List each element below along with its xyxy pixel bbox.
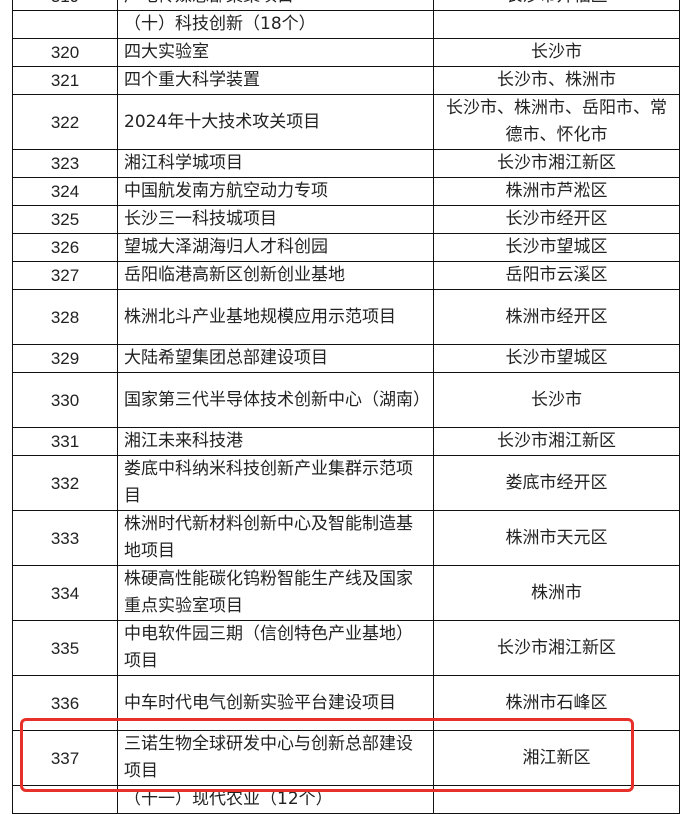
row-number: 326 [12, 233, 118, 262]
table-row: 323 湘江科学城项目 长沙市湘江新区 [12, 149, 680, 178]
project-name: 四个重大科学装置 [117, 66, 434, 95]
project-location: 长沙市开福区 [433, 0, 680, 11]
table-row: 330 国家第三代半导体技术创新中心（湖南） 长沙市 [12, 372, 680, 428]
section-title: （十）科技创新（18个） [117, 10, 434, 39]
table-row: 329 大陆希望集团总部建设项目 长沙市望城区 [12, 344, 680, 373]
project-location: 株洲市 [433, 565, 680, 621]
project-name: 国家第三代半导体技术创新中心（湖南） [117, 372, 434, 428]
row-number: 324 [12, 177, 118, 206]
table-row: 331 湘江未来科技港 长沙市湘江新区 [12, 427, 680, 456]
row-number: 321 [12, 66, 118, 95]
project-location: 长沙市、株洲市、岳阳市、常德市、怀化市 [433, 94, 680, 150]
project-location: 岳阳市云溪区 [433, 261, 680, 290]
table-row: 337 三诺生物全球研发中心与创新总部建设项目 湘江新区 [12, 730, 680, 786]
table-row: 332 娄底中科纳米科技创新产业集群示范项目 娄底市经开区 [12, 455, 680, 511]
row-number: 328 [12, 289, 118, 345]
project-location: 株洲市经开区 [433, 289, 680, 345]
table-row: 321 四个重大科学装置 长沙市、株洲市 [12, 66, 680, 95]
project-location: 长沙市湘江新区 [433, 427, 680, 456]
row-number: 337 [12, 730, 118, 786]
row-number: 336 [12, 675, 118, 731]
table-row: 327 岳阳临港高新区创新创业基地 岳阳市云溪区 [12, 261, 680, 290]
project-table: 319 广电传媒总部集聚项目 长沙市开福区 （十）科技创新（18个） 320四大… [12, 0, 680, 814]
project-name: 大陆希望集团总部建设项目 [117, 344, 434, 373]
project-name: 株硬高性能碳化钨粉智能生产线及国家重点实验室项目 [117, 565, 434, 621]
table-row: 324 中国航发南方航空动力专项 株洲市芦淞区 [12, 177, 680, 206]
project-name: 中国航发南方航空动力专项 [117, 177, 434, 206]
project-location: 长沙市湘江新区 [433, 620, 680, 676]
row-number: 320 [12, 38, 118, 67]
table-row: 335 中电软件园三期（信创特色产业基地）项目 长沙市湘江新区 [12, 620, 680, 676]
row-number: 325 [12, 205, 118, 234]
project-name: 中车时代电气创新实验平台建设项目 [117, 675, 434, 731]
project-location: 长沙市 [433, 372, 680, 428]
project-name: 2024年十大技术攻关项目 [117, 94, 434, 150]
row-number: 323 [12, 149, 118, 178]
table-row: 322 2024年十大技术攻关项目 长沙市、株洲市、岳阳市、常德市、怀化市 [12, 94, 680, 150]
row-number: 319 [12, 0, 118, 11]
project-name: 长沙三一科技城项目 [117, 205, 434, 234]
section-title: （十一）现代农业（12个） [117, 785, 434, 814]
table-row: 326 望城大泽湖海归人才科创园 长沙市望城区 [12, 233, 680, 262]
row-number: 327 [12, 261, 118, 290]
project-name: 娄底中科纳米科技创新产业集群示范项目 [117, 455, 434, 511]
section-row: （十一）现代农业（12个） [12, 785, 680, 814]
row-number: 331 [12, 427, 118, 456]
project-location: 长沙市望城区 [433, 344, 680, 373]
table-row: 319 广电传媒总部集聚项目 长沙市开福区 [12, 0, 680, 11]
project-location: 长沙市望城区 [433, 233, 680, 262]
project-location: 长沙市、株洲市 [433, 66, 680, 95]
project-location: 长沙市 [433, 38, 680, 67]
project-name: 望城大泽湖海归人才科创园 [117, 233, 434, 262]
project-name: 中电软件园三期（信创特色产业基地）项目 [117, 620, 434, 676]
project-location: 娄底市经开区 [433, 455, 680, 511]
project-location: 株洲市天元区 [433, 510, 680, 566]
project-name: 四大实验室 [117, 38, 434, 67]
project-location: 株洲市石峰区 [433, 675, 680, 731]
table-row: 333 株洲时代新材料创新中心及智能制造基地项目 株洲市天元区 [12, 510, 680, 566]
project-location: 株洲市芦淞区 [433, 177, 680, 206]
row-number: 332 [12, 455, 118, 511]
row-number: 330 [12, 372, 118, 428]
project-name: 湘江科学城项目 [117, 149, 434, 178]
project-name: 湘江未来科技港 [117, 427, 434, 456]
project-name: 三诺生物全球研发中心与创新总部建设项目 [117, 730, 434, 786]
table-row: 328 株洲北斗产业基地规模应用示范项目 株洲市经开区 [12, 289, 680, 345]
project-name: 岳阳临港高新区创新创业基地 [117, 261, 434, 290]
row-number: 322 [12, 94, 118, 150]
project-name: 广电传媒总部集聚项目 [117, 0, 434, 11]
row-number: 329 [12, 344, 118, 373]
row-number: 335 [12, 620, 118, 676]
row-number: 333 [12, 510, 118, 566]
table-row: 325 长沙三一科技城项目 长沙市经开区 [12, 205, 680, 234]
project-name: 株洲时代新材料创新中心及智能制造基地项目 [117, 510, 434, 566]
project-name: 株洲北斗产业基地规模应用示范项目 [117, 289, 434, 345]
project-location: 湘江新区 [433, 730, 680, 786]
table-row: 320 四大实验室 长沙市 [12, 38, 680, 67]
table-row: 334 株硬高性能碳化钨粉智能生产线及国家重点实验室项目 株洲市 [12, 565, 680, 621]
table-row: 336 中车时代电气创新实验平台建设项目 株洲市石峰区 [12, 675, 680, 731]
project-location: 长沙市经开区 [433, 205, 680, 234]
row-number: 334 [12, 565, 118, 621]
project-location: 长沙市湘江新区 [433, 149, 680, 178]
section-row: （十）科技创新（18个） [12, 10, 680, 39]
